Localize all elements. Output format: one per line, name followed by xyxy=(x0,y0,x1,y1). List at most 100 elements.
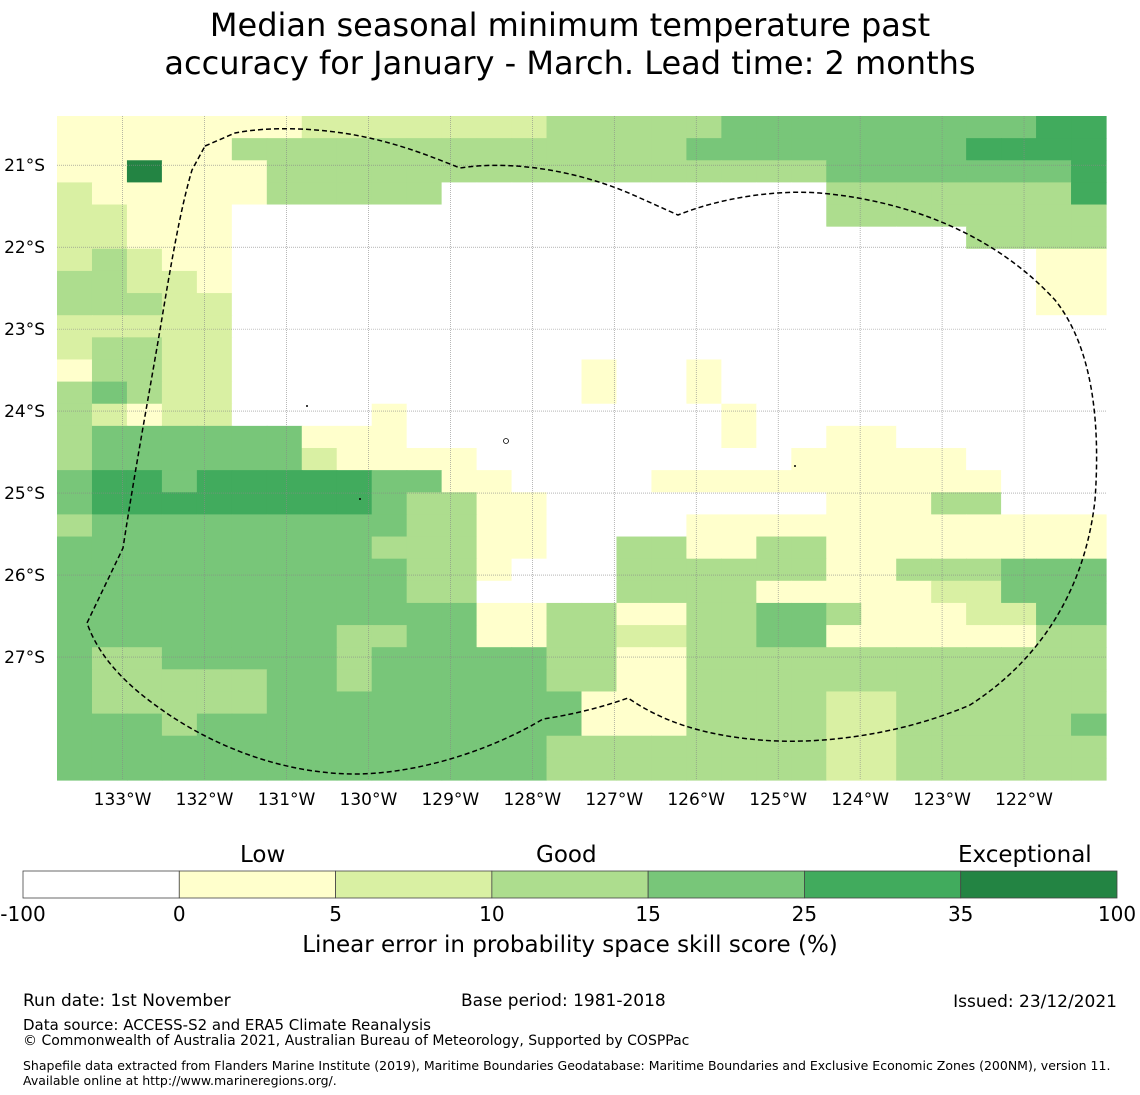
skill-cell xyxy=(896,182,932,206)
skill-cell xyxy=(686,448,722,471)
skill-cell xyxy=(371,558,408,582)
skill-cell xyxy=(336,315,373,338)
colorbar-tick-label: 100 xyxy=(1097,902,1137,926)
skill-cell xyxy=(651,448,687,471)
colorbar-label: Linear error in probability space skill … xyxy=(302,932,838,958)
skill-cell xyxy=(126,116,163,139)
skill-cell xyxy=(196,160,233,183)
skill-cell xyxy=(896,226,932,250)
skill-cell xyxy=(511,691,548,715)
skill-cell xyxy=(266,381,303,405)
skill-cell xyxy=(511,337,548,361)
colorbar-segment xyxy=(804,870,962,899)
skill-cell xyxy=(57,337,93,361)
skill-cell xyxy=(196,602,233,626)
skill-cell xyxy=(1036,647,1072,670)
skill-cell xyxy=(826,204,862,228)
skill-cell xyxy=(861,647,897,670)
skill-cell xyxy=(581,580,618,604)
skill-cell xyxy=(966,492,1002,515)
skill-cell xyxy=(581,536,618,560)
skill-cell xyxy=(686,337,722,361)
skill-cell xyxy=(196,359,233,383)
skill-cell xyxy=(441,757,478,781)
skill-cell xyxy=(57,625,93,648)
skill-cell xyxy=(371,160,408,183)
skill-cell xyxy=(756,514,792,538)
skill-cell xyxy=(966,602,1002,626)
skill-cell xyxy=(196,182,233,206)
skill-cell xyxy=(126,337,163,361)
skill-cell xyxy=(301,492,338,515)
skill-cell xyxy=(476,757,513,781)
skill-cell xyxy=(651,182,687,206)
skill-cell xyxy=(126,293,163,316)
skill-cell xyxy=(1071,248,1107,272)
skill-cell xyxy=(721,315,757,338)
skill-cell xyxy=(476,182,513,206)
skill-cell xyxy=(756,669,792,693)
skill-cell xyxy=(511,425,548,449)
skill-cell xyxy=(441,381,478,405)
skill-cell xyxy=(266,425,303,449)
skill-cell xyxy=(371,138,408,161)
skill-cell xyxy=(336,116,373,139)
skill-cell xyxy=(371,403,408,427)
skill-cell xyxy=(966,558,1002,582)
skill-cell xyxy=(1071,116,1107,139)
skill-cell xyxy=(161,293,198,316)
skill-cell xyxy=(511,536,548,560)
y-tick-label: 25°S xyxy=(4,484,45,504)
skill-cell xyxy=(686,536,722,560)
skill-cell xyxy=(336,625,373,648)
x-tick-label: 127°W xyxy=(585,790,643,810)
skill-cell xyxy=(966,735,1002,759)
skill-cell xyxy=(616,691,653,715)
skill-cell xyxy=(91,735,128,759)
skill-cell xyxy=(301,337,338,361)
skill-cell xyxy=(511,204,548,228)
skill-cell xyxy=(231,160,268,183)
skill-cell xyxy=(546,470,583,493)
skill-cell xyxy=(721,425,757,449)
skill-cell xyxy=(861,448,897,471)
skill-cell xyxy=(91,757,128,781)
skill-cell xyxy=(616,337,653,361)
skill-cell xyxy=(161,359,198,383)
skill-cell xyxy=(441,580,478,604)
skill-cell xyxy=(196,315,233,338)
skill-cell xyxy=(896,757,932,781)
skill-cell xyxy=(91,226,128,250)
skill-cell xyxy=(91,138,128,161)
skill-cell xyxy=(441,248,478,272)
skill-cell xyxy=(581,691,618,715)
skill-cell xyxy=(441,470,478,493)
skill-cell xyxy=(1001,315,1037,338)
skill-cell xyxy=(616,138,653,161)
skill-cell xyxy=(196,625,233,648)
skill-cell xyxy=(511,669,548,693)
skill-cell xyxy=(791,669,827,693)
skill-cell xyxy=(196,116,233,139)
skill-cell xyxy=(266,160,303,183)
skill-cell xyxy=(1001,669,1037,693)
skill-cell xyxy=(896,293,932,316)
skill-cell xyxy=(931,204,967,228)
skill-cell xyxy=(721,403,757,427)
skill-cell xyxy=(1001,713,1037,737)
skill-cell xyxy=(721,160,757,183)
x-tick-label: 123°W xyxy=(913,790,971,810)
skill-cell xyxy=(581,403,618,427)
skill-cell xyxy=(686,470,722,493)
skill-cell xyxy=(1036,182,1072,206)
skill-cell xyxy=(931,359,967,383)
skill-cell xyxy=(57,138,93,161)
skill-cell xyxy=(406,248,443,272)
skill-cell xyxy=(896,558,932,582)
skill-cell xyxy=(91,381,128,405)
skill-cell xyxy=(896,381,932,405)
skill-cell xyxy=(511,381,548,405)
skill-cell xyxy=(126,448,163,471)
skill-cell xyxy=(91,116,128,139)
skill-cell xyxy=(1001,558,1037,582)
